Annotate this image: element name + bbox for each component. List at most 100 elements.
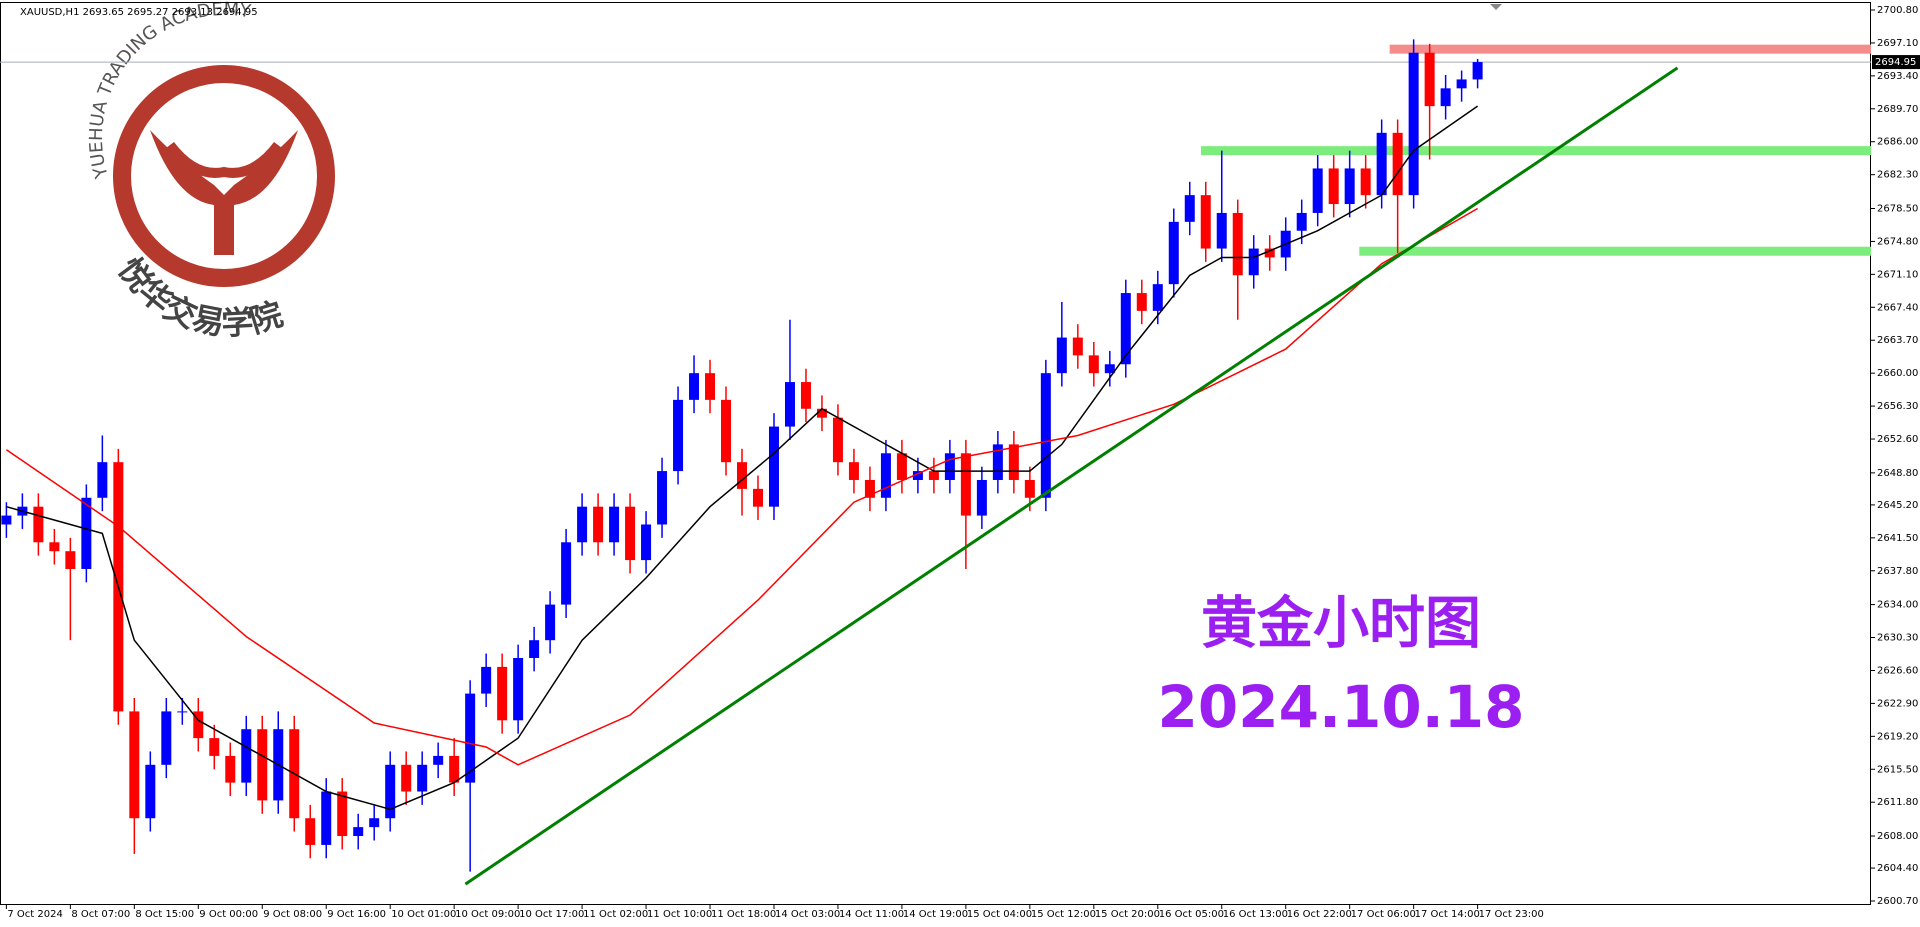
candle-body — [417, 764, 428, 792]
candle-body — [593, 506, 604, 543]
candle-body — [497, 666, 508, 721]
candle-body — [1024, 479, 1035, 498]
candle-body — [848, 462, 859, 480]
candle-body — [1344, 168, 1355, 205]
x-tick-label: 9 Oct 16:00 — [327, 909, 386, 920]
candle-body — [1248, 248, 1259, 276]
candle-body — [1312, 168, 1323, 213]
candle-body — [737, 462, 748, 489]
y-tick-label: 2697.10 — [1877, 38, 1918, 49]
candle-body — [1168, 221, 1179, 285]
last-price-tag — [1872, 55, 1920, 70]
y-tick-label: 2700.80 — [1877, 5, 1918, 16]
candle-body — [1216, 212, 1227, 249]
candle-body — [657, 471, 668, 525]
y-tick-label: 2693.40 — [1877, 71, 1918, 82]
x-tick-label: 14 Oct 19:00 — [903, 909, 968, 920]
candle-body — [385, 764, 396, 819]
candle-body — [65, 551, 76, 569]
candle-body — [752, 488, 763, 507]
x-tick-label: 14 Oct 03:00 — [775, 909, 840, 920]
candle-body — [1232, 212, 1243, 276]
x-tick-label: 10 Oct 01:00 — [391, 909, 456, 920]
caption-title: 黄金小时图 — [1201, 591, 1481, 657]
candle-body — [369, 818, 380, 828]
logo-mark — [166, 141, 282, 178]
candle-body — [784, 382, 795, 427]
x-tick-label: 17 Oct 06:00 — [1351, 909, 1416, 920]
y-tick-label: 2645.20 — [1877, 500, 1918, 511]
candle-body — [816, 408, 827, 418]
candle-body — [305, 818, 316, 845]
candle-body — [1392, 132, 1403, 196]
y-tick-label: 2622.90 — [1877, 698, 1918, 709]
candle-body — [353, 827, 364, 837]
x-tick-label: 9 Oct 08:00 — [263, 909, 322, 920]
y-tick-label: 2682.30 — [1877, 170, 1918, 181]
x-tick-label: 11 Oct 02:00 — [583, 909, 648, 920]
overlay-line — [5, 207, 1478, 766]
candle-body — [1136, 293, 1147, 311]
candle-body — [768, 426, 779, 507]
candle-body — [1456, 79, 1467, 89]
candle-body — [225, 755, 236, 783]
candle-body — [1104, 364, 1115, 374]
candle-body — [864, 479, 875, 498]
candle-body — [401, 764, 412, 792]
level-zone — [1389, 44, 1871, 54]
y-tick-label: 2611.80 — [1877, 797, 1918, 808]
candle-body — [49, 542, 60, 552]
candle-body — [337, 791, 348, 837]
candle-body — [1056, 337, 1067, 374]
y-tick-label: 2678.50 — [1877, 203, 1918, 214]
candle-body — [577, 506, 588, 543]
candle-body — [177, 711, 188, 713]
x-tick-label: 7 Oct 2024 — [7, 909, 62, 920]
candle-body — [1360, 168, 1371, 196]
candle-body — [944, 453, 955, 480]
x-tick-label: 15 Oct 20:00 — [1095, 909, 1160, 920]
candle-body — [1472, 62, 1483, 80]
y-tick-label: 2689.70 — [1877, 104, 1918, 115]
x-tick-label: 16 Oct 05:00 — [1159, 909, 1224, 920]
candle-body — [689, 373, 700, 400]
candle-body — [609, 506, 620, 543]
level-zone — [1200, 146, 1871, 156]
candle-body — [1, 515, 12, 525]
candle-body — [545, 604, 556, 641]
x-tick-label: 9 Oct 00:00 — [199, 909, 258, 920]
y-tick-label: 2674.80 — [1877, 236, 1918, 247]
logo-mark — [150, 130, 298, 255]
candle-body — [641, 524, 652, 561]
y-tick-label: 2663.70 — [1877, 335, 1918, 346]
y-tick-label: 2634.00 — [1877, 600, 1918, 611]
candle-body — [1008, 444, 1019, 480]
candle-body — [928, 471, 939, 480]
candle-body — [1200, 195, 1211, 249]
candle-body — [1296, 212, 1307, 231]
candle-body — [209, 738, 220, 756]
x-tick-label: 17 Oct 14:00 — [1415, 909, 1480, 920]
y-tick-label: 2630.30 — [1877, 633, 1918, 644]
candle-body — [800, 382, 811, 409]
candle-body — [241, 729, 252, 783]
candle-body — [1152, 284, 1163, 311]
y-tick-label: 2656.30 — [1877, 401, 1918, 412]
candle-body — [1072, 337, 1083, 356]
x-tick-label: 8 Oct 07:00 — [71, 909, 130, 920]
y-tick-label: 2615.50 — [1877, 764, 1918, 775]
candle-body — [673, 399, 684, 472]
candle-body — [193, 711, 204, 739]
candle-body — [33, 506, 44, 543]
overlay-line — [464, 66, 1679, 886]
y-tick-label: 2637.80 — [1877, 566, 1918, 577]
candle-body — [433, 755, 444, 765]
x-tick-label: 17 Oct 23:00 — [1479, 909, 1544, 920]
y-tick-label: 2652.60 — [1877, 434, 1918, 445]
candle-body — [81, 497, 92, 569]
candle-body — [529, 640, 540, 658]
y-tick-label: 2626.60 — [1877, 665, 1918, 676]
candle-body — [625, 506, 636, 561]
candle-body — [912, 471, 923, 480]
